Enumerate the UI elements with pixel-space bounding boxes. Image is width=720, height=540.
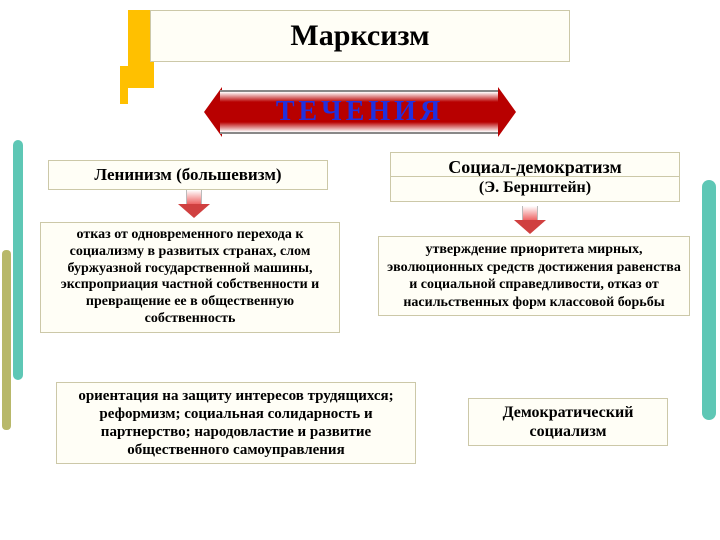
decor-olive-left [2,250,11,430]
arrow-down-stem [522,206,538,220]
decor-yellow-bar-2 [120,66,128,104]
decor-teal-left [13,140,23,380]
decor-teal-right [702,180,716,420]
main-title: Марксизм [150,10,570,62]
banner-text: ТЕЧЕНИЯ [220,90,500,134]
arrow-down-stem [186,190,202,204]
bottom-right-box: Демократический социализм [468,398,668,446]
left-branch-desc: отказ от одновременного перехода к социа… [40,222,340,333]
banner: ТЕЧЕНИЯ [220,90,500,134]
bottom-left-box: ориентация на защиту интересов трудящихс… [56,382,416,464]
arrow-down-icon [514,220,546,234]
left-branch-title: Ленинизм (большевизм) [48,160,328,190]
right-branch-subtitle: (Э. Бернштейн) [390,176,680,202]
arrow-down-icon [178,204,210,218]
right-branch-desc: утверждение приоритета мирных, эволюцион… [378,236,690,316]
banner-arrow-right-icon [498,87,516,137]
